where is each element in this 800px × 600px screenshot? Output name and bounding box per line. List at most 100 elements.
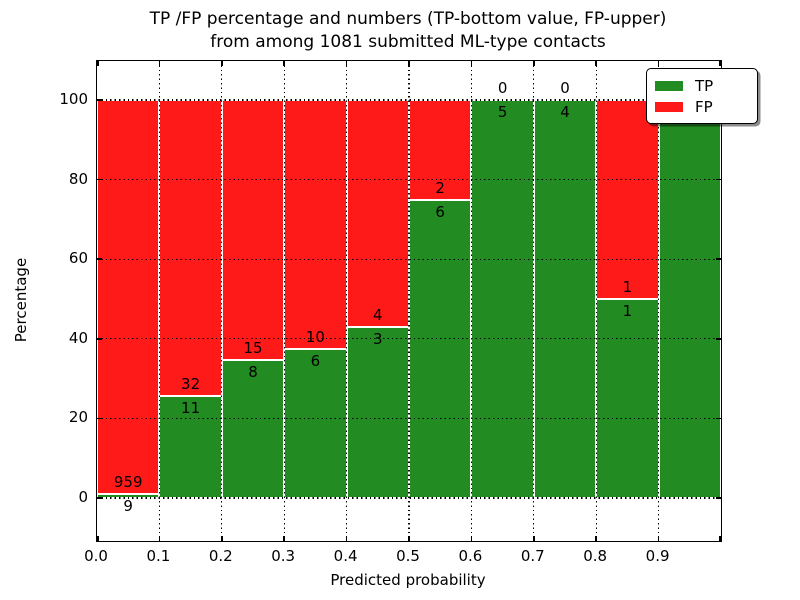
gridline-vertical xyxy=(158,61,161,541)
x-axis-tick xyxy=(657,536,660,541)
x-axis-tick xyxy=(719,61,721,66)
y-axis-tick xyxy=(97,417,102,420)
bar-fp-segment xyxy=(346,100,409,328)
x-tick-label: 0.0 xyxy=(84,547,108,565)
bar-tp-segment xyxy=(533,100,597,498)
bar-label-tp: 6 xyxy=(435,202,445,221)
bar-fp-segment xyxy=(221,100,285,360)
bar-fp-segment xyxy=(97,100,160,495)
x-axis-tick xyxy=(97,61,99,66)
legend-swatch-tp-icon xyxy=(655,80,683,91)
bar-label-fp: 2 xyxy=(435,178,445,197)
y-axis-tick xyxy=(716,417,721,420)
x-axis-tick xyxy=(345,61,348,66)
bar-tp-segment xyxy=(471,100,534,498)
bar-label-fp: 10 xyxy=(305,327,325,346)
bar-fp-segment xyxy=(284,100,347,349)
y-tick-label: 20 xyxy=(68,408,88,427)
x-tick-label: 0.3 xyxy=(271,547,296,565)
x-axis-tick xyxy=(657,61,660,66)
x-axis-tick xyxy=(221,536,223,541)
bar-label-tp: 1 xyxy=(622,302,633,320)
x-axis-tick xyxy=(283,61,285,66)
bar-label-tp: 6 xyxy=(310,351,321,370)
bar-tp-segment xyxy=(596,299,659,498)
x-axis-tick xyxy=(158,536,161,541)
x-axis-label: Predicted probability xyxy=(330,571,486,589)
y-axis-tick xyxy=(97,497,102,499)
bar-label-fp: 32 xyxy=(181,375,201,394)
gridline-vertical xyxy=(345,61,348,541)
bar-label-tp: 3 xyxy=(373,330,383,349)
gridline-vertical xyxy=(221,61,223,541)
x-axis-tick xyxy=(533,61,535,66)
gridline-horizontal xyxy=(97,417,721,420)
bar-label-tp: 5 xyxy=(497,103,508,121)
x-tick-label: 0.8 xyxy=(583,547,608,565)
y-axis-tick xyxy=(97,178,102,181)
y-axis-tick xyxy=(716,338,721,340)
y-tick-label: 40 xyxy=(68,328,88,347)
x-axis-tick xyxy=(345,536,348,541)
legend-item-fp: FP xyxy=(655,96,747,117)
y-axis-tick xyxy=(716,497,721,499)
bar-label-tp: 8 xyxy=(248,362,258,381)
y-tick-label: 100 xyxy=(59,90,88,108)
bar-fp-segment xyxy=(596,100,659,299)
y-tick-label: 0 xyxy=(78,488,88,506)
y-axis-tick xyxy=(97,99,102,101)
bar-label-fp: 0 xyxy=(497,79,508,97)
bar-label-fp: 1 xyxy=(622,278,633,296)
y-tick-label: 80 xyxy=(68,169,88,188)
x-tick-label: 0.5 xyxy=(396,547,420,565)
gridline-horizontal xyxy=(97,178,721,181)
bar-label-fp: 0 xyxy=(560,79,570,97)
x-axis-tick xyxy=(221,61,223,66)
x-axis-tick xyxy=(408,536,410,541)
plot-area: 95993211158106432605041105 xyxy=(96,60,722,542)
x-axis-tick xyxy=(595,536,597,541)
x-axis-tick xyxy=(470,536,473,541)
legend-label-tp: TP xyxy=(695,76,714,95)
x-axis-tick xyxy=(533,536,535,541)
x-tick-label: 0.7 xyxy=(520,547,545,565)
bar-label-tp: 4 xyxy=(560,103,570,121)
x-tick-label: 0.6 xyxy=(458,547,483,565)
x-axis-tick xyxy=(595,61,597,66)
gridline-vertical xyxy=(595,61,597,541)
bar-tp-segment xyxy=(409,199,472,498)
bar-label-tp: 9 xyxy=(123,497,133,516)
y-tick-label: 60 xyxy=(68,249,88,268)
gridline-horizontal xyxy=(97,497,721,499)
bar-tp-segment xyxy=(346,327,409,498)
bar-fp-segment xyxy=(159,100,222,397)
bar-tp-segment xyxy=(284,348,347,498)
chart-title-line1: TP /FP percentage and numbers (TP-bottom… xyxy=(149,9,667,29)
x-tick-label: 0.1 xyxy=(146,547,171,565)
gridline-vertical xyxy=(533,61,535,541)
x-axis-tick xyxy=(158,61,161,66)
x-tick-label: 0.2 xyxy=(208,547,233,565)
chart-title: TP /FP percentage and numbers (TP-bottom… xyxy=(96,8,720,54)
bar-label-fp: 959 xyxy=(113,473,143,492)
y-axis-tick xyxy=(716,178,721,181)
x-axis-tick xyxy=(283,536,285,541)
bar-label-fp: 4 xyxy=(373,306,383,325)
legend-item-tp: TP xyxy=(655,75,747,96)
chart-title-line2: from among 1081 submitted ML-type contac… xyxy=(210,32,606,52)
x-axis-tick xyxy=(408,61,410,66)
x-axis-tick xyxy=(470,61,473,66)
legend-swatch-fp-icon xyxy=(655,101,683,112)
bar-label-tp: 11 xyxy=(181,399,201,418)
x-tick-label: 0.4 xyxy=(333,547,358,565)
x-tick-label: 0.9 xyxy=(645,547,670,565)
gridline-vertical xyxy=(408,61,410,541)
x-axis-tick xyxy=(97,536,99,541)
x-axis-tick xyxy=(719,536,721,541)
bar-tp-segment xyxy=(658,100,721,498)
gridline-horizontal xyxy=(97,99,721,101)
gridline-vertical xyxy=(283,61,285,541)
bar-label-fp: 15 xyxy=(243,338,263,357)
y-axis-tick xyxy=(97,338,102,340)
